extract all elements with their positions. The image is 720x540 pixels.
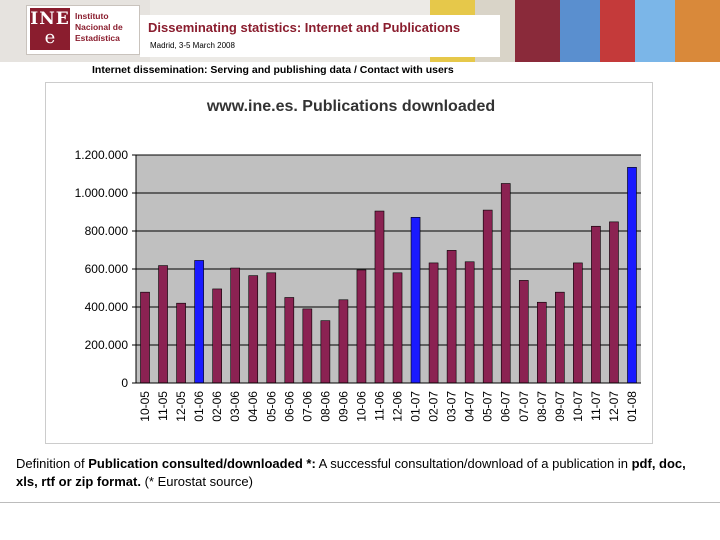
x-tick-label: 06-07	[499, 391, 513, 422]
bar-10-05	[140, 291, 150, 384]
definition-text: Definition of Publication consulted/down…	[16, 455, 696, 491]
definition-term: Publication consulted/downloaded *:	[88, 456, 316, 471]
y-tick-label: 1.200.000	[75, 148, 129, 162]
x-tick-label: 06-06	[282, 391, 296, 422]
header-mosaic-tile	[515, 0, 560, 62]
chart-container: www.ine.es. Publications downloaded 0 200…	[45, 82, 653, 444]
header-mosaic-tile	[560, 0, 600, 62]
x-tick-label: 03-06	[228, 391, 242, 422]
definition-source: (* Eurostat source)	[140, 474, 253, 489]
header-band: INE e Instituto Nacional de Estadística …	[0, 0, 720, 62]
y-tick-label: 0	[121, 376, 128, 390]
x-tick-label: 09-07	[553, 391, 567, 422]
slide-subtitle: Madrid, 3-5 March 2008	[150, 41, 235, 50]
logo-mark-bottom: e	[44, 27, 56, 48]
definition-part: Definition of	[16, 456, 89, 471]
bar-chart: www.ine.es. Publications downloaded 0 200…	[75, 98, 641, 422]
bar-01-08	[627, 167, 637, 384]
x-tick-label: 08-06	[318, 391, 332, 422]
bottom-divider	[0, 502, 720, 503]
bar-11-07	[591, 225, 601, 384]
logo-text-line: Estadística	[75, 33, 120, 43]
bar-02-07	[428, 262, 439, 384]
x-tick-label: 02-07	[427, 391, 441, 422]
bar-02-06	[212, 288, 222, 384]
y-tick-label: 400.000	[85, 300, 129, 314]
bar-06-07	[500, 183, 511, 384]
definition-part: A successful consultation/download of a …	[315, 456, 632, 471]
x-tick-label: 09-06	[336, 391, 350, 422]
bar-12-05	[176, 302, 186, 384]
bar-10-07	[573, 262, 583, 384]
bar-07-07	[518, 280, 529, 384]
x-tick-label: 03-07	[445, 391, 459, 422]
x-tick-label: 10-05	[138, 391, 152, 422]
y-tick-label: 200.000	[85, 338, 129, 352]
header-mosaic-tile	[600, 0, 635, 62]
bar-07-06	[302, 308, 313, 384]
x-tick-label: 10-07	[571, 391, 585, 422]
bar-09-07	[555, 291, 565, 384]
bar-08-06	[320, 320, 331, 384]
bar-03-06	[230, 267, 241, 384]
x-tick-label: 11-06	[372, 391, 386, 421]
x-tick-label: 08-07	[535, 391, 549, 422]
x-tick-label: 04-07	[463, 391, 477, 422]
bar-09-06	[338, 299, 349, 384]
bar-03-07	[446, 250, 457, 384]
bar-08-07	[536, 301, 547, 384]
y-tick-label: 800.000	[85, 224, 129, 238]
slide-title: Disseminating statistics: Internet and P…	[148, 20, 461, 35]
x-tick-label: 07-07	[517, 391, 531, 422]
x-tick-label: 11-05	[156, 391, 170, 421]
bar-11-05	[158, 265, 168, 384]
logo-text-line: Instituto	[75, 11, 109, 21]
bar-01-06	[194, 260, 204, 384]
bar-11-06	[374, 210, 385, 384]
x-tick-label: 10-06	[354, 391, 368, 422]
bar-05-06	[266, 272, 277, 384]
x-tick-label: 05-07	[481, 391, 495, 422]
x-tick-label: 12-07	[607, 391, 621, 422]
x-tick-label: 12-06	[391, 391, 405, 422]
ine-logo-mark: INE e	[30, 8, 70, 50]
bar-01-07	[410, 217, 421, 384]
bar-06-06	[284, 297, 295, 384]
section-heading: Internet dissemination: Serving and publ…	[92, 64, 454, 76]
x-tick-label: 01-06	[192, 391, 206, 422]
header-mosaic-tile	[635, 0, 675, 62]
chart-title: www.ine.es. Publications downloaded	[206, 98, 495, 115]
bar-05-07	[482, 209, 493, 384]
x-tick-label: 07-06	[300, 391, 314, 422]
y-tick-label: 600.000	[85, 262, 129, 276]
title-box: Disseminating statistics: Internet and P…	[140, 15, 500, 57]
bar-04-07	[464, 261, 475, 384]
x-tick-label: 11-07	[589, 391, 603, 421]
bar-12-07	[609, 221, 619, 384]
bar-12-06	[392, 272, 403, 384]
logo-text-line: Nacional de	[75, 22, 123, 32]
x-tick-label: 01-07	[409, 391, 423, 422]
bar-10-06	[356, 269, 367, 384]
bar-04-06	[248, 275, 259, 384]
ine-logo-text: Instituto Nacional de Estadística	[75, 11, 123, 44]
x-tick-label: 05-06	[264, 391, 278, 422]
y-tick-label: 1.000.000	[75, 186, 129, 200]
ine-logo: INE e Instituto Nacional de Estadística	[26, 5, 140, 55]
x-tick-label: 02-06	[210, 391, 224, 422]
definition-formats: pdf, doc, xls, rtf or zip format.	[16, 456, 686, 489]
x-tick-label: 12-05	[174, 391, 188, 422]
header-mosaic-tile	[675, 0, 720, 62]
x-tick-label: 04-06	[246, 391, 260, 422]
x-tick-label: 01-08	[625, 391, 639, 422]
logo-mark-top: INE	[30, 9, 70, 29]
